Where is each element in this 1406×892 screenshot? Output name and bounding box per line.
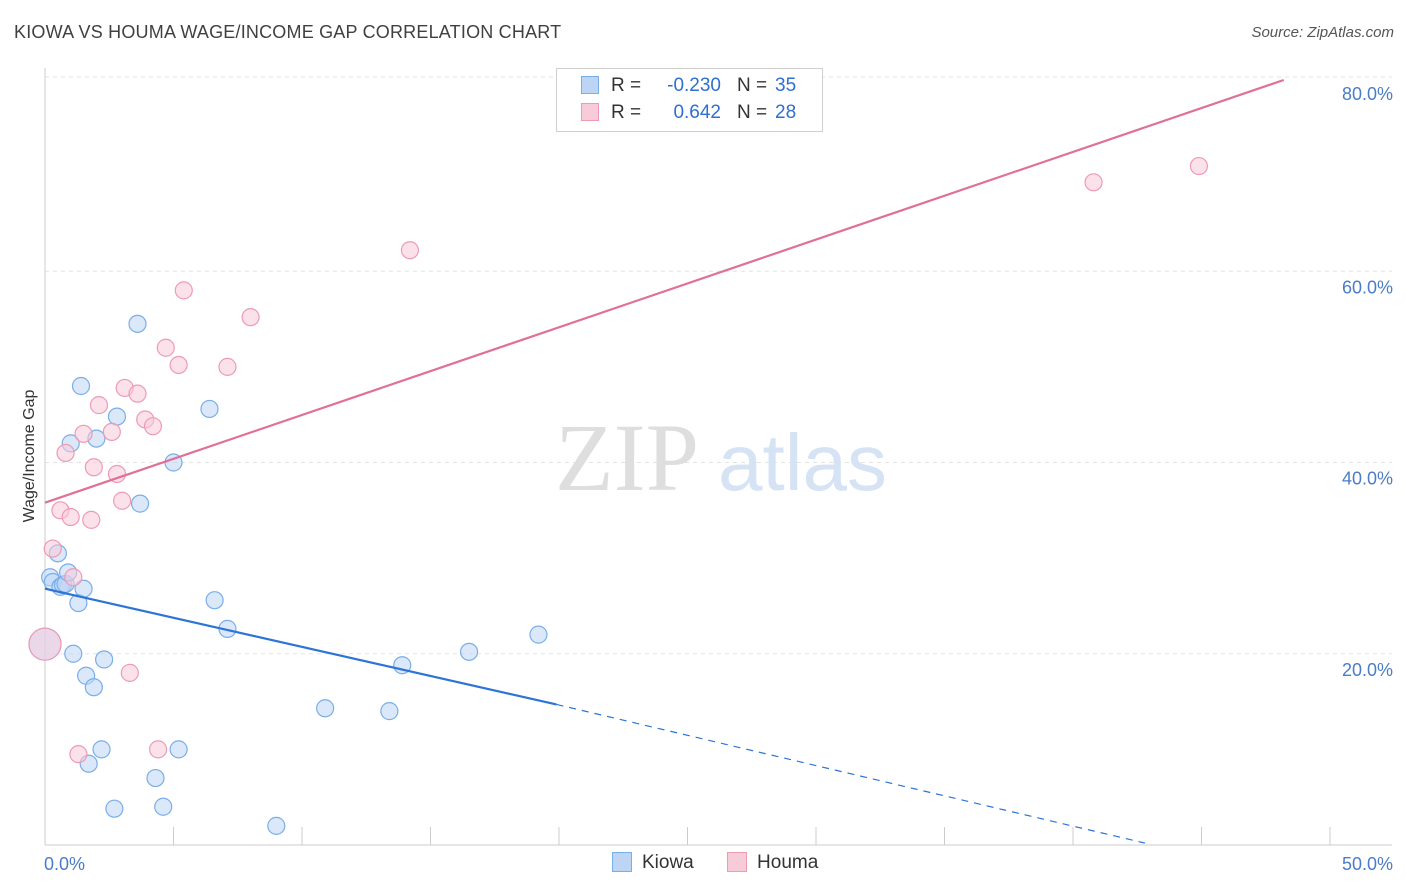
data-point-kiowa xyxy=(84,678,103,697)
data-point-houma xyxy=(69,745,88,764)
data-point-kiowa xyxy=(529,625,548,644)
legend-label-kiowa: Kiowa xyxy=(642,852,694,873)
data-point-houma xyxy=(156,338,175,357)
kiowa-swatch-icon xyxy=(612,852,632,872)
watermark: ZIP atlas xyxy=(555,404,887,511)
data-point-kiowa xyxy=(71,376,91,396)
data-point-houma xyxy=(218,357,237,376)
r-label: R = xyxy=(611,75,642,96)
data-point-kiowa xyxy=(105,799,124,818)
data-point-kiowa xyxy=(205,591,224,610)
n-label: N = xyxy=(737,75,768,96)
data-point-kiowa xyxy=(154,797,173,816)
legend-item-houma: Houma xyxy=(727,852,818,874)
trend-line-houma xyxy=(44,78,1285,504)
n-value: 28 xyxy=(775,102,797,123)
tick-labels: 20.0% 40.0% 60.0% 80.0% 0.0% 50.0% xyxy=(44,84,1393,874)
n-label: N = xyxy=(737,102,768,123)
data-point-houma xyxy=(400,241,420,260)
data-point-houma xyxy=(64,568,83,587)
data-point-kiowa xyxy=(95,650,114,669)
data-point-kiowa xyxy=(316,699,335,718)
data-point-houma xyxy=(82,510,101,529)
y-tick-label: 20.0% xyxy=(1342,660,1393,680)
data-point-houma xyxy=(61,507,80,527)
legend-label-houma: Houma xyxy=(757,852,819,873)
y-tick-label: 40.0% xyxy=(1342,469,1393,489)
stats-legend: R = -0.230 N = 35 R = 0.642 N = 28 xyxy=(556,68,823,132)
data-point-houma xyxy=(56,443,75,463)
data-point-houma xyxy=(43,539,62,558)
data-point-houma xyxy=(28,627,62,661)
y-axis-label: Wage/Income Gap xyxy=(21,390,38,523)
data-point-kiowa xyxy=(169,740,188,759)
r-label: R = xyxy=(611,102,642,123)
data-point-houma xyxy=(89,396,109,415)
data-point-houma xyxy=(74,424,93,443)
data-point-kiowa xyxy=(200,399,219,419)
trend-lines xyxy=(44,78,1285,844)
watermark-zip: ZIP xyxy=(555,404,699,511)
data-point-houma xyxy=(1084,173,1103,192)
r-value: 0.642 xyxy=(673,102,721,123)
data-point-kiowa xyxy=(92,740,111,759)
data-point-houma xyxy=(174,281,193,300)
data-points xyxy=(28,156,1209,835)
data-point-houma xyxy=(241,308,260,327)
trend-line-kiowa xyxy=(44,587,557,706)
chart-title: KIOWA VS HOUMA WAGE/INCOME GAP CORRELATI… xyxy=(14,22,562,42)
data-point-houma xyxy=(128,384,147,403)
data-point-houma xyxy=(148,740,168,759)
series-legend: Kiowa Houma xyxy=(612,852,846,874)
data-point-kiowa xyxy=(380,702,399,721)
data-point-houma xyxy=(107,464,127,484)
data-point-kiowa xyxy=(107,407,127,426)
data-point-kiowa xyxy=(267,816,286,835)
data-point-kiowa xyxy=(64,644,83,663)
houma-swatch-icon xyxy=(727,852,748,872)
data-point-houma xyxy=(169,355,188,375)
stats-legend-row-houma: R = 0.642 N = 28 xyxy=(581,102,796,126)
legend-item-kiowa: Kiowa xyxy=(612,852,694,874)
stats-legend-row-kiowa: R = -0.230 N = 35 xyxy=(581,75,796,99)
chart-source: Source: ZipAtlas.com xyxy=(1251,24,1394,41)
data-point-houma xyxy=(84,458,103,477)
data-point-houma xyxy=(120,663,139,682)
watermark-atlas: atlas xyxy=(718,418,887,507)
data-point-kiowa xyxy=(146,768,165,788)
data-point-houma xyxy=(143,417,163,436)
x-tick-label: 50.0% xyxy=(1342,854,1393,874)
data-point-kiowa xyxy=(459,642,479,661)
n-value: 35 xyxy=(775,75,797,96)
x-tick-label: 0.0% xyxy=(44,854,85,874)
r-value: -0.230 xyxy=(667,75,721,96)
data-point-kiowa xyxy=(130,494,150,513)
data-point-houma xyxy=(1189,156,1209,176)
y-tick-label: 60.0% xyxy=(1342,277,1393,297)
houma-swatch-icon xyxy=(581,103,599,121)
data-point-kiowa xyxy=(128,314,147,333)
trend-line-extension-kiowa xyxy=(556,703,1146,844)
kiowa-swatch-icon xyxy=(581,76,599,94)
grid-lines xyxy=(45,76,1392,655)
data-point-houma xyxy=(112,491,132,510)
y-tick-label: 80.0% xyxy=(1342,84,1393,104)
axes xyxy=(44,68,1392,846)
data-point-houma xyxy=(102,422,121,441)
